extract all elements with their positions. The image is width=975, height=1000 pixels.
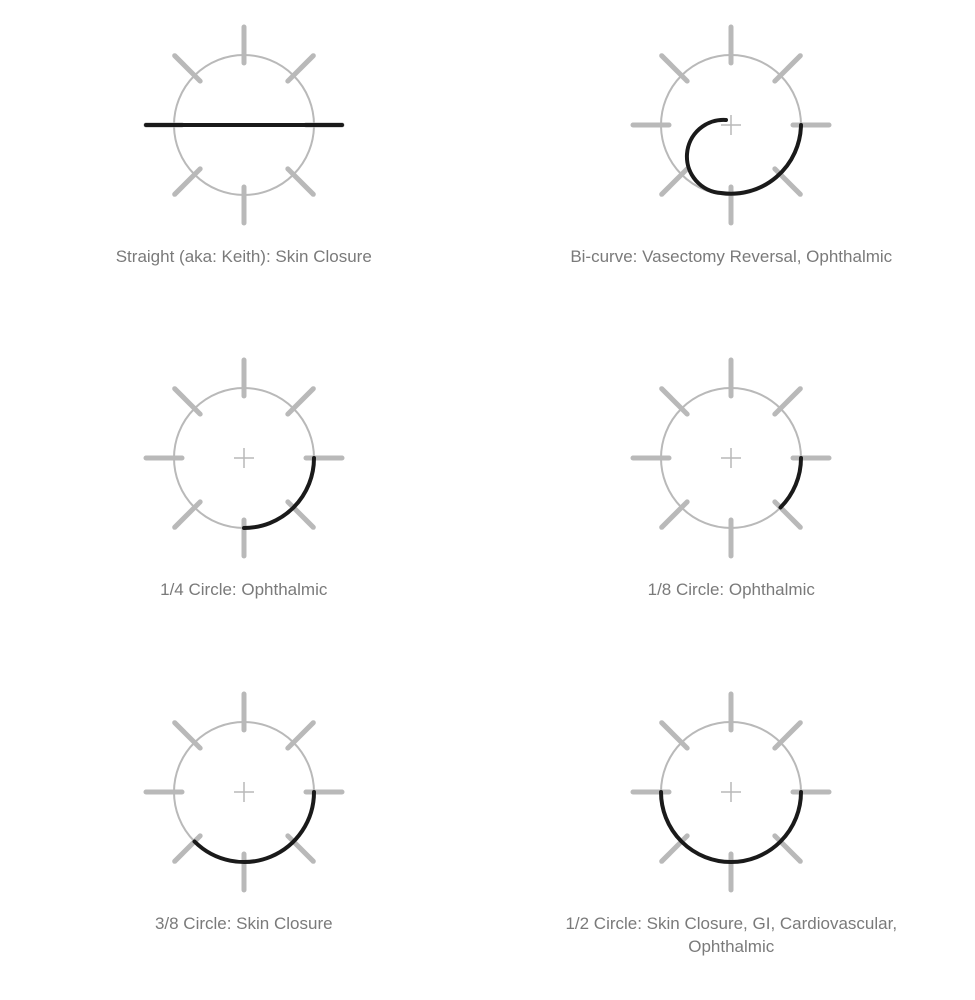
svg-straight: [114, 10, 374, 240]
svg-quarter: [114, 343, 374, 573]
cell-bicurve: Bi-curve: Vasectomy Reversal, Ophthalmic: [488, 0, 975, 333]
diagram-straight: [114, 10, 374, 240]
cell-quarter: 1/4 Circle: Ophthalmic: [0, 333, 488, 666]
cell-eighth: 1/8 Circle: Ophthalmic: [488, 333, 975, 666]
cell-three-eighths: 3/8 Circle: Skin Closure: [0, 667, 488, 1000]
cell-straight: Straight (aka: Keith): Skin Closure: [0, 0, 488, 333]
diagram-bicurve: [601, 10, 861, 240]
svg-eighth: [601, 343, 861, 573]
label-quarter: 1/4 Circle: Ophthalmic: [160, 579, 327, 602]
needle-grid: Straight (aka: Keith): Skin Closure Bi-c…: [0, 0, 975, 1000]
cell-half: 1/2 Circle: Skin Closure, GI, Cardiovasc…: [488, 667, 975, 1000]
svg-bicurve: [601, 10, 861, 240]
diagram-quarter: [114, 343, 374, 573]
label-eighth: 1/8 Circle: Ophthalmic: [648, 579, 815, 602]
label-three-eighths: 3/8 Circle: Skin Closure: [155, 913, 333, 936]
diagram-eighth: [601, 343, 861, 573]
diagram-three-eighths: [114, 677, 374, 907]
svg-half: [601, 677, 861, 907]
svg-three-eighths: [114, 677, 374, 907]
label-half: 1/2 Circle: Skin Closure, GI, Cardiovasc…: [561, 913, 901, 959]
diagram-half: [601, 677, 861, 907]
label-straight: Straight (aka: Keith): Skin Closure: [116, 246, 372, 269]
label-bicurve: Bi-curve: Vasectomy Reversal, Ophthalmic: [570, 246, 892, 269]
